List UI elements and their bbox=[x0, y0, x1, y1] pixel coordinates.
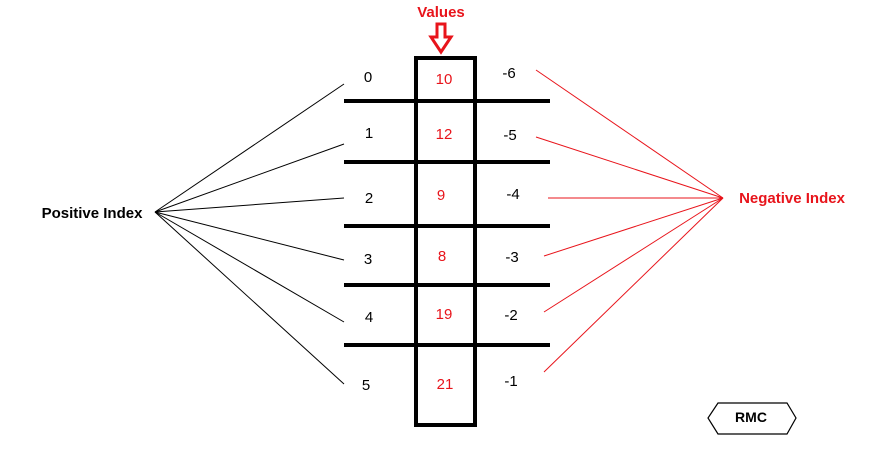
cell-value: 19 bbox=[436, 306, 453, 323]
cell-value: 10 bbox=[436, 71, 453, 88]
hexagon-icon bbox=[707, 402, 797, 435]
positive-index: 2 bbox=[365, 190, 373, 207]
cell-separators bbox=[344, 99, 550, 347]
negative-connectors bbox=[535, 69, 724, 373]
positive-connector bbox=[154, 83, 345, 213]
cell-value: 12 bbox=[436, 126, 453, 143]
positive-index: 1 bbox=[365, 125, 373, 142]
negative-index: -1 bbox=[504, 373, 517, 390]
positive-index: 4 bbox=[365, 309, 373, 326]
positive-connector bbox=[154, 211, 345, 323]
positive-index-label: Positive Index bbox=[42, 205, 144, 222]
logo-text: RMC bbox=[735, 409, 767, 425]
negative-connector bbox=[535, 69, 724, 199]
positive-connector bbox=[154, 197, 345, 213]
array-box bbox=[414, 56, 477, 427]
negative-index: -3 bbox=[505, 249, 518, 266]
cell-value: 8 bbox=[438, 248, 446, 265]
cell-value: 9 bbox=[437, 187, 445, 204]
values-heading: Values bbox=[417, 4, 465, 21]
positive-index: 3 bbox=[364, 251, 372, 268]
negative-index-label: Negative Index bbox=[739, 190, 846, 207]
negative-connector bbox=[535, 136, 724, 199]
negative-index: -6 bbox=[502, 65, 515, 82]
negative-index: -2 bbox=[504, 307, 517, 324]
positive-index: 0 bbox=[364, 69, 372, 86]
rmc-logo: RMC bbox=[707, 402, 797, 435]
positive-connector bbox=[154, 143, 345, 213]
negative-connector bbox=[543, 197, 724, 373]
negative-index: -5 bbox=[503, 127, 516, 144]
negative-connector bbox=[543, 197, 724, 257]
positive-index: 5 bbox=[362, 377, 370, 394]
positive-connector bbox=[154, 211, 345, 385]
positive-connector bbox=[154, 211, 345, 261]
down-arrow-icon bbox=[428, 22, 454, 55]
positive-connectors bbox=[154, 83, 345, 385]
cell-value: 21 bbox=[437, 376, 454, 393]
negative-index: -4 bbox=[506, 186, 519, 203]
negative-connector bbox=[543, 197, 724, 313]
